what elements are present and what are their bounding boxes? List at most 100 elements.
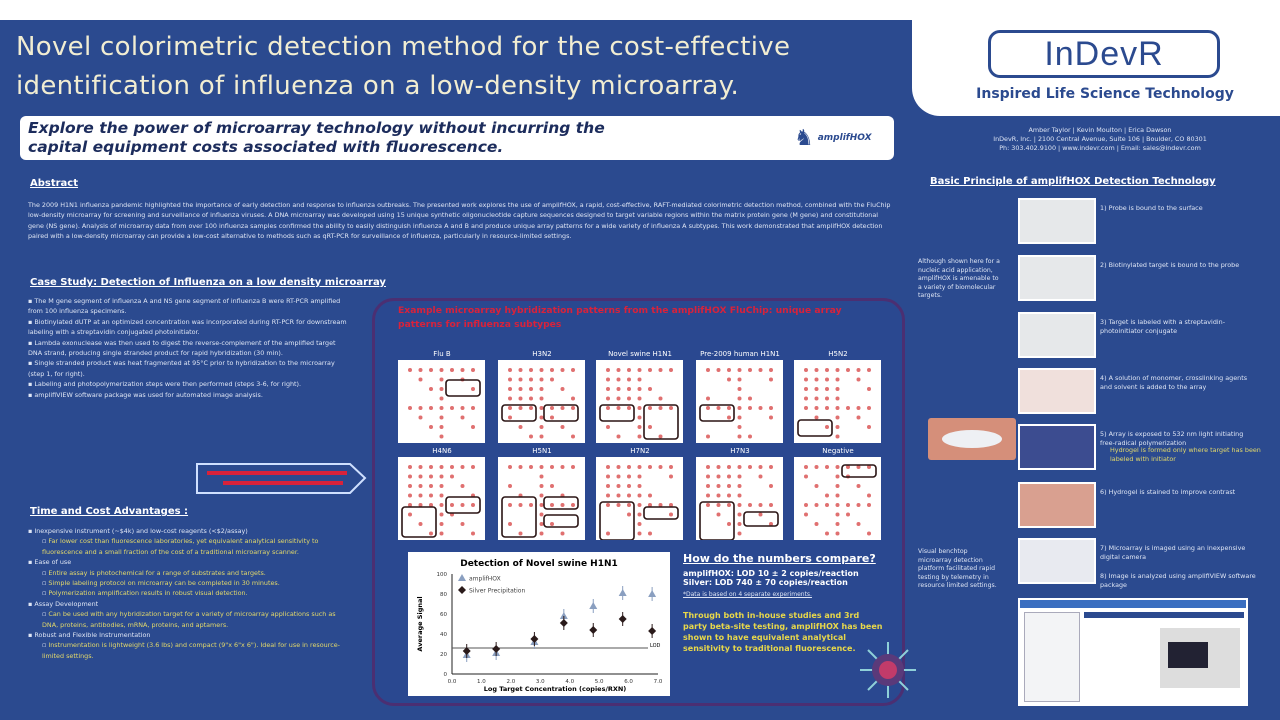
- x-tick-label: 6.0: [624, 679, 633, 685]
- compare-footnote: *Data is based on 4 separate experiments…: [683, 591, 812, 598]
- microarray-image: [794, 457, 881, 540]
- case-study-bullet: Single stranded product was heat fragmen…: [28, 358, 348, 379]
- tagline: Inspired Life Science Technology: [976, 86, 1234, 102]
- array-label: H7N2: [630, 447, 650, 455]
- data-point-silver-precipitation: [618, 615, 627, 623]
- virus-graphic: [858, 640, 918, 700]
- microarray-image: [596, 457, 683, 541]
- indevr-logo: InDevR: [988, 30, 1220, 78]
- case-study-heading: Case Study: Detection of Influenza on a …: [30, 277, 386, 288]
- case-study-bullet: Labeling and photopolymerization steps w…: [28, 379, 348, 389]
- y-tick-label: 100: [437, 572, 448, 578]
- arrow-graphic: [195, 461, 367, 496]
- x-tick-label: 0.0: [448, 679, 457, 685]
- advantage-subitem: Simple labeling protocol on microarray c…: [28, 578, 348, 588]
- array-label: Flu B: [433, 350, 451, 358]
- microarray-image: [498, 457, 585, 540]
- x-tick-label: 4.0: [565, 679, 574, 685]
- principle-note-1: Although shown here for a nucleic acid a…: [918, 258, 1000, 299]
- microarray-image: [696, 457, 783, 541]
- time-cost-heading: Time and Cost Advantages :: [30, 506, 189, 517]
- array-label: Novel swine H1N1: [608, 350, 672, 358]
- step-image: [1018, 368, 1096, 414]
- advantage-item: Robust and Flexible Instrumentation: [28, 630, 348, 640]
- microarray-image: [498, 360, 585, 443]
- poster-title: Novel colorimetric detection method for …: [16, 32, 791, 101]
- case-study-bullet: Biotinylated dUTP at an optimized concen…: [28, 317, 348, 338]
- case-study-bullet: amplifiVIEW software package was used fo…: [28, 390, 348, 400]
- chart-container: Detection of Novel swine H1N1 0 20 40 60 80 10…: [408, 552, 670, 696]
- advantage-subitem: Far lower cost than fluorescence laborat…: [28, 536, 348, 557]
- comparison-section: How do the numbers compare? amplifHOX: L…: [683, 552, 903, 654]
- advantage-subitem: Instrumentation is lightweight (3.6 lbs)…: [28, 640, 348, 661]
- principle-step-5-sub: Hydrogel is formed only where target has…: [1110, 446, 1261, 463]
- y-tick-label: 40: [440, 632, 447, 638]
- x-tick-label: 3.0: [536, 679, 545, 685]
- array-label: H5N2: [828, 350, 848, 358]
- principle-note-2: Visual benchtop microarray detection pla…: [918, 548, 997, 589]
- data-point-silver-precipitation: [462, 647, 471, 655]
- y-tick-label: 20: [440, 652, 447, 658]
- abstract-text: The 2009 H1N1 influenza pandemic highlig…: [28, 201, 891, 241]
- results-panel-title: Example microarray hybridization pattern…: [398, 305, 842, 330]
- microarray-image: [794, 360, 881, 443]
- advantage-subitem: Can be used with any hybridization targe…: [28, 609, 348, 630]
- data-point-amplifhox: [589, 602, 598, 609]
- advantage-item: Inexpensive instrument (~$4k) and low-co…: [28, 526, 348, 536]
- x-tick-label: 7.0: [654, 679, 663, 685]
- data-point-silver-precipitation: [559, 619, 568, 627]
- step-image: [1018, 255, 1096, 301]
- array-label: Pre-2009 human H1N1: [700, 350, 780, 358]
- subtitle-line: capital equipment costs associated with …: [28, 138, 504, 156]
- abstract-heading: Abstract: [30, 178, 79, 189]
- case-study-bullet: Lambda exonuclease was then used to dige…: [28, 338, 348, 359]
- principle-step: 7) Microarray is imaged using an inexpen…: [1100, 544, 1246, 561]
- step-image: [1018, 424, 1096, 470]
- detection-chart: Detection of Novel swine H1N1 0 20 40 60 80 10…: [416, 559, 663, 693]
- principle-step: 8) Image is analyzed using amplifiVIEW s…: [1100, 572, 1256, 589]
- principle-step: 4) A solution of monomer, crosslinking a…: [1100, 374, 1248, 391]
- advantage-item: Ease of use: [28, 557, 348, 567]
- x-tick-label: 5.0: [595, 679, 604, 685]
- microarray-image: [398, 457, 485, 540]
- compare-amplifhox: amplifHOX: LOD 10 ± 2 copies/reaction: [683, 569, 859, 578]
- y-tick-label: 60: [440, 612, 447, 618]
- advantage-item: Assay Development: [28, 599, 348, 609]
- legend-label: amplifHOX: [469, 576, 501, 583]
- advantage-subitem: Entire assay is photochemical for a rang…: [28, 568, 348, 578]
- principle-heading: Basic Principle of amplifHOX Detection T…: [930, 176, 1216, 187]
- case-study-list: The M gene segment of influenza A and NS…: [28, 296, 348, 400]
- principle-step: 3) Target is labeled with a streptavidin…: [1100, 318, 1226, 335]
- lod-label: LOD: [650, 643, 661, 649]
- step-image: [1018, 538, 1096, 584]
- x-axis-label: Log Target Concentration (copies/RXN): [484, 685, 627, 693]
- data-point-amplifhox: [648, 590, 657, 597]
- data-point-silver-precipitation: [492, 645, 501, 653]
- data-point-amplifhox: [618, 589, 627, 596]
- array-label: H7N3: [730, 447, 750, 455]
- amplifhox-logo: ♞ amplifHOX: [794, 125, 872, 151]
- y-axis-label: Average Signal: [416, 596, 424, 651]
- data-point-amplifhox: [559, 612, 568, 619]
- array-label: H4N6: [432, 447, 452, 455]
- legend-marker: [458, 574, 466, 581]
- data-point-silver-precipitation: [530, 635, 539, 643]
- x-tick-label: 2.0: [506, 679, 515, 685]
- step-image: [1018, 312, 1096, 358]
- compare-heading: How do the numbers compare?: [683, 552, 876, 565]
- microarray-image: [596, 360, 683, 443]
- principle-step: 5) Array is exposed to 532 nm light init…: [1100, 430, 1244, 447]
- array-label: Negative: [822, 447, 854, 455]
- software-screenshot: [1018, 598, 1248, 706]
- y-tick-label: 80: [440, 592, 447, 598]
- step-image: [1018, 198, 1096, 244]
- legend-marker: [458, 586, 466, 594]
- array-label: H5N1: [532, 447, 552, 455]
- microarray-image: [398, 360, 485, 443]
- chart-title: Detection of Novel swine H1N1: [460, 559, 618, 569]
- subtitle-banner: Explore the power of microarray technolo…: [20, 116, 894, 160]
- principle-step: 1) Probe is bound to the surface: [1100, 204, 1203, 212]
- principle-step: 6) Hydrogel is stained to improve contra…: [1100, 488, 1236, 496]
- step-image: [1018, 482, 1096, 528]
- contact-info: Amber Taylor | Kevin Moulton | Erica Daw…: [993, 126, 1207, 152]
